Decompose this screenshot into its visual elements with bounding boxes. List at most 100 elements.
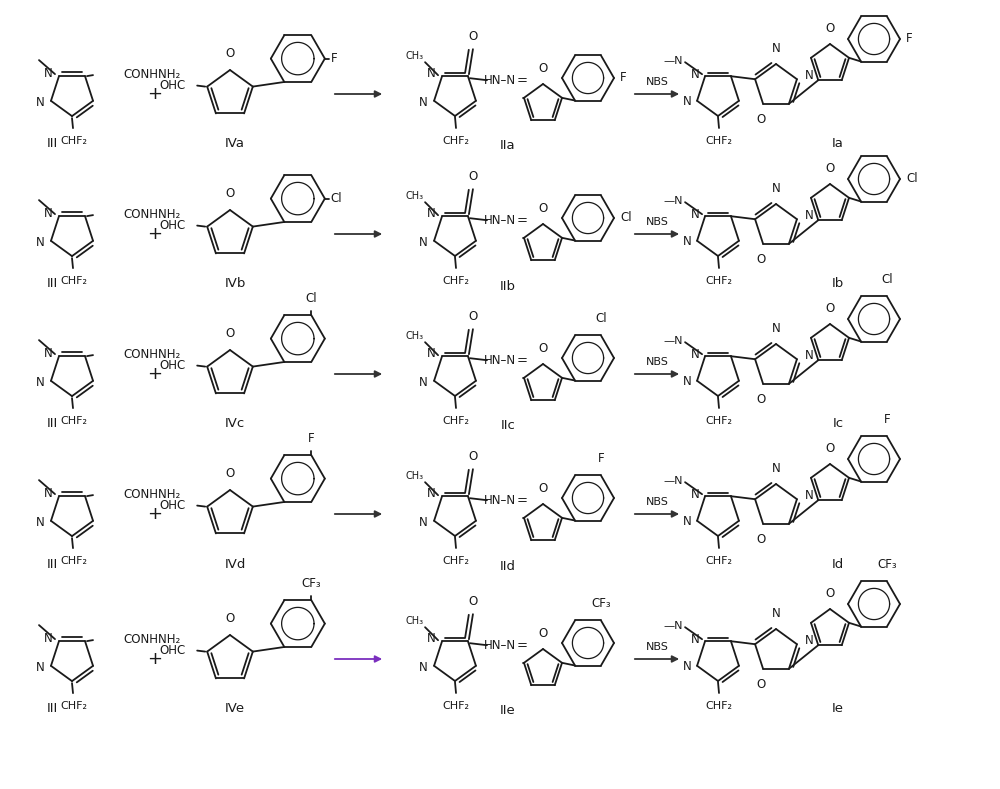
Text: N: N	[427, 207, 436, 219]
Text: CONHNH₂: CONHNH₂	[123, 348, 180, 361]
Text: NBS: NBS	[646, 77, 668, 87]
Text: OHC: OHC	[159, 499, 185, 512]
Text: CHF₂: CHF₂	[442, 136, 470, 146]
Text: IVe: IVe	[225, 702, 245, 716]
Text: CH₃: CH₃	[406, 616, 424, 626]
Text: IVd: IVd	[224, 558, 246, 570]
Text: N: N	[683, 376, 692, 388]
Text: O: O	[225, 187, 235, 200]
Text: N: N	[691, 68, 700, 80]
Text: Cl: Cl	[906, 173, 918, 185]
Text: III: III	[46, 417, 58, 431]
Text: O: O	[825, 22, 835, 35]
Text: N: N	[36, 96, 45, 110]
Text: Cl: Cl	[620, 211, 632, 225]
Text: O: O	[756, 252, 766, 266]
Text: III: III	[46, 137, 58, 151]
Text: CONHNH₂: CONHNH₂	[123, 208, 180, 221]
Text: HN–N: HN–N	[484, 73, 516, 87]
Text: N: N	[805, 349, 814, 361]
Text: N: N	[805, 69, 814, 82]
Text: Cl: Cl	[595, 312, 607, 326]
Text: CHF₂: CHF₂	[706, 136, 732, 146]
Text: HN–N: HN–N	[484, 639, 516, 652]
Text: IVb: IVb	[224, 278, 246, 290]
Text: IVc: IVc	[225, 417, 245, 431]
Text: CHF₂: CHF₂	[60, 276, 88, 286]
Text: IVa: IVa	[225, 137, 245, 151]
Text: CF₃: CF₃	[302, 578, 321, 590]
Text: CHF₂: CHF₂	[706, 416, 732, 426]
Text: O: O	[538, 62, 548, 75]
Text: N: N	[772, 182, 780, 195]
Text: F: F	[884, 413, 890, 427]
Text: O: O	[225, 612, 235, 625]
Text: N: N	[691, 208, 700, 221]
Text: O: O	[468, 170, 478, 183]
Text: N: N	[36, 661, 45, 675]
Text: Ib: Ib	[832, 278, 844, 290]
Text: O: O	[468, 30, 478, 43]
Text: CHF₂: CHF₂	[442, 276, 470, 286]
Text: N: N	[805, 488, 814, 502]
Text: N: N	[419, 376, 428, 389]
Text: III: III	[46, 702, 58, 716]
Text: Ic: Ic	[832, 417, 844, 431]
Text: CH₃: CH₃	[406, 51, 424, 62]
Text: O: O	[756, 533, 766, 546]
Text: CHF₂: CHF₂	[442, 701, 470, 711]
Text: O: O	[538, 342, 548, 355]
Text: CONHNH₂: CONHNH₂	[123, 68, 180, 80]
Text: N: N	[772, 322, 780, 335]
Text: O: O	[225, 47, 235, 60]
Text: —N: —N	[664, 621, 683, 631]
Text: F: F	[331, 52, 337, 65]
Text: Ie: Ie	[832, 702, 844, 716]
Text: O: O	[468, 595, 478, 608]
Text: N: N	[44, 207, 53, 219]
Text: N: N	[805, 209, 814, 222]
Text: N: N	[419, 236, 428, 249]
Text: CHF₂: CHF₂	[706, 701, 732, 711]
Text: IId: IId	[500, 559, 516, 573]
Text: N: N	[427, 67, 436, 80]
Text: N: N	[683, 95, 692, 108]
Text: +: +	[148, 365, 162, 383]
Text: NBS: NBS	[646, 642, 668, 652]
Text: F: F	[906, 32, 913, 46]
Text: NBS: NBS	[646, 357, 668, 367]
Text: N: N	[36, 376, 45, 389]
Text: Ia: Ia	[832, 137, 844, 151]
Text: N: N	[772, 607, 780, 620]
Text: CF₃: CF₃	[877, 559, 897, 571]
Text: CH₃: CH₃	[406, 331, 424, 341]
Text: OHC: OHC	[159, 79, 185, 92]
Text: CHF₂: CHF₂	[60, 701, 88, 711]
Text: O: O	[825, 587, 835, 600]
Text: +: +	[148, 650, 162, 668]
Text: Cl: Cl	[331, 192, 342, 205]
Text: —N: —N	[664, 56, 683, 66]
Text: N: N	[683, 660, 692, 673]
Text: N: N	[427, 346, 436, 360]
Text: CONHNH₂: CONHNH₂	[123, 488, 180, 500]
Text: Cl: Cl	[306, 292, 317, 305]
Text: N: N	[772, 42, 780, 55]
Text: CHF₂: CHF₂	[706, 276, 732, 286]
Text: HN–N: HN–N	[484, 353, 516, 367]
Text: O: O	[538, 627, 548, 640]
Text: OHC: OHC	[159, 644, 185, 657]
Text: NBS: NBS	[646, 497, 668, 507]
Text: O: O	[756, 678, 766, 691]
Text: F: F	[598, 452, 604, 466]
Text: O: O	[756, 393, 766, 406]
Text: N: N	[419, 96, 428, 110]
Text: IIe: IIe	[500, 705, 516, 717]
Text: N: N	[419, 516, 428, 529]
Text: O: O	[225, 327, 235, 340]
Text: +: +	[148, 505, 162, 523]
Text: —N: —N	[664, 336, 683, 346]
Text: N: N	[683, 235, 692, 249]
Text: O: O	[825, 302, 835, 315]
Text: IIc: IIc	[501, 420, 515, 432]
